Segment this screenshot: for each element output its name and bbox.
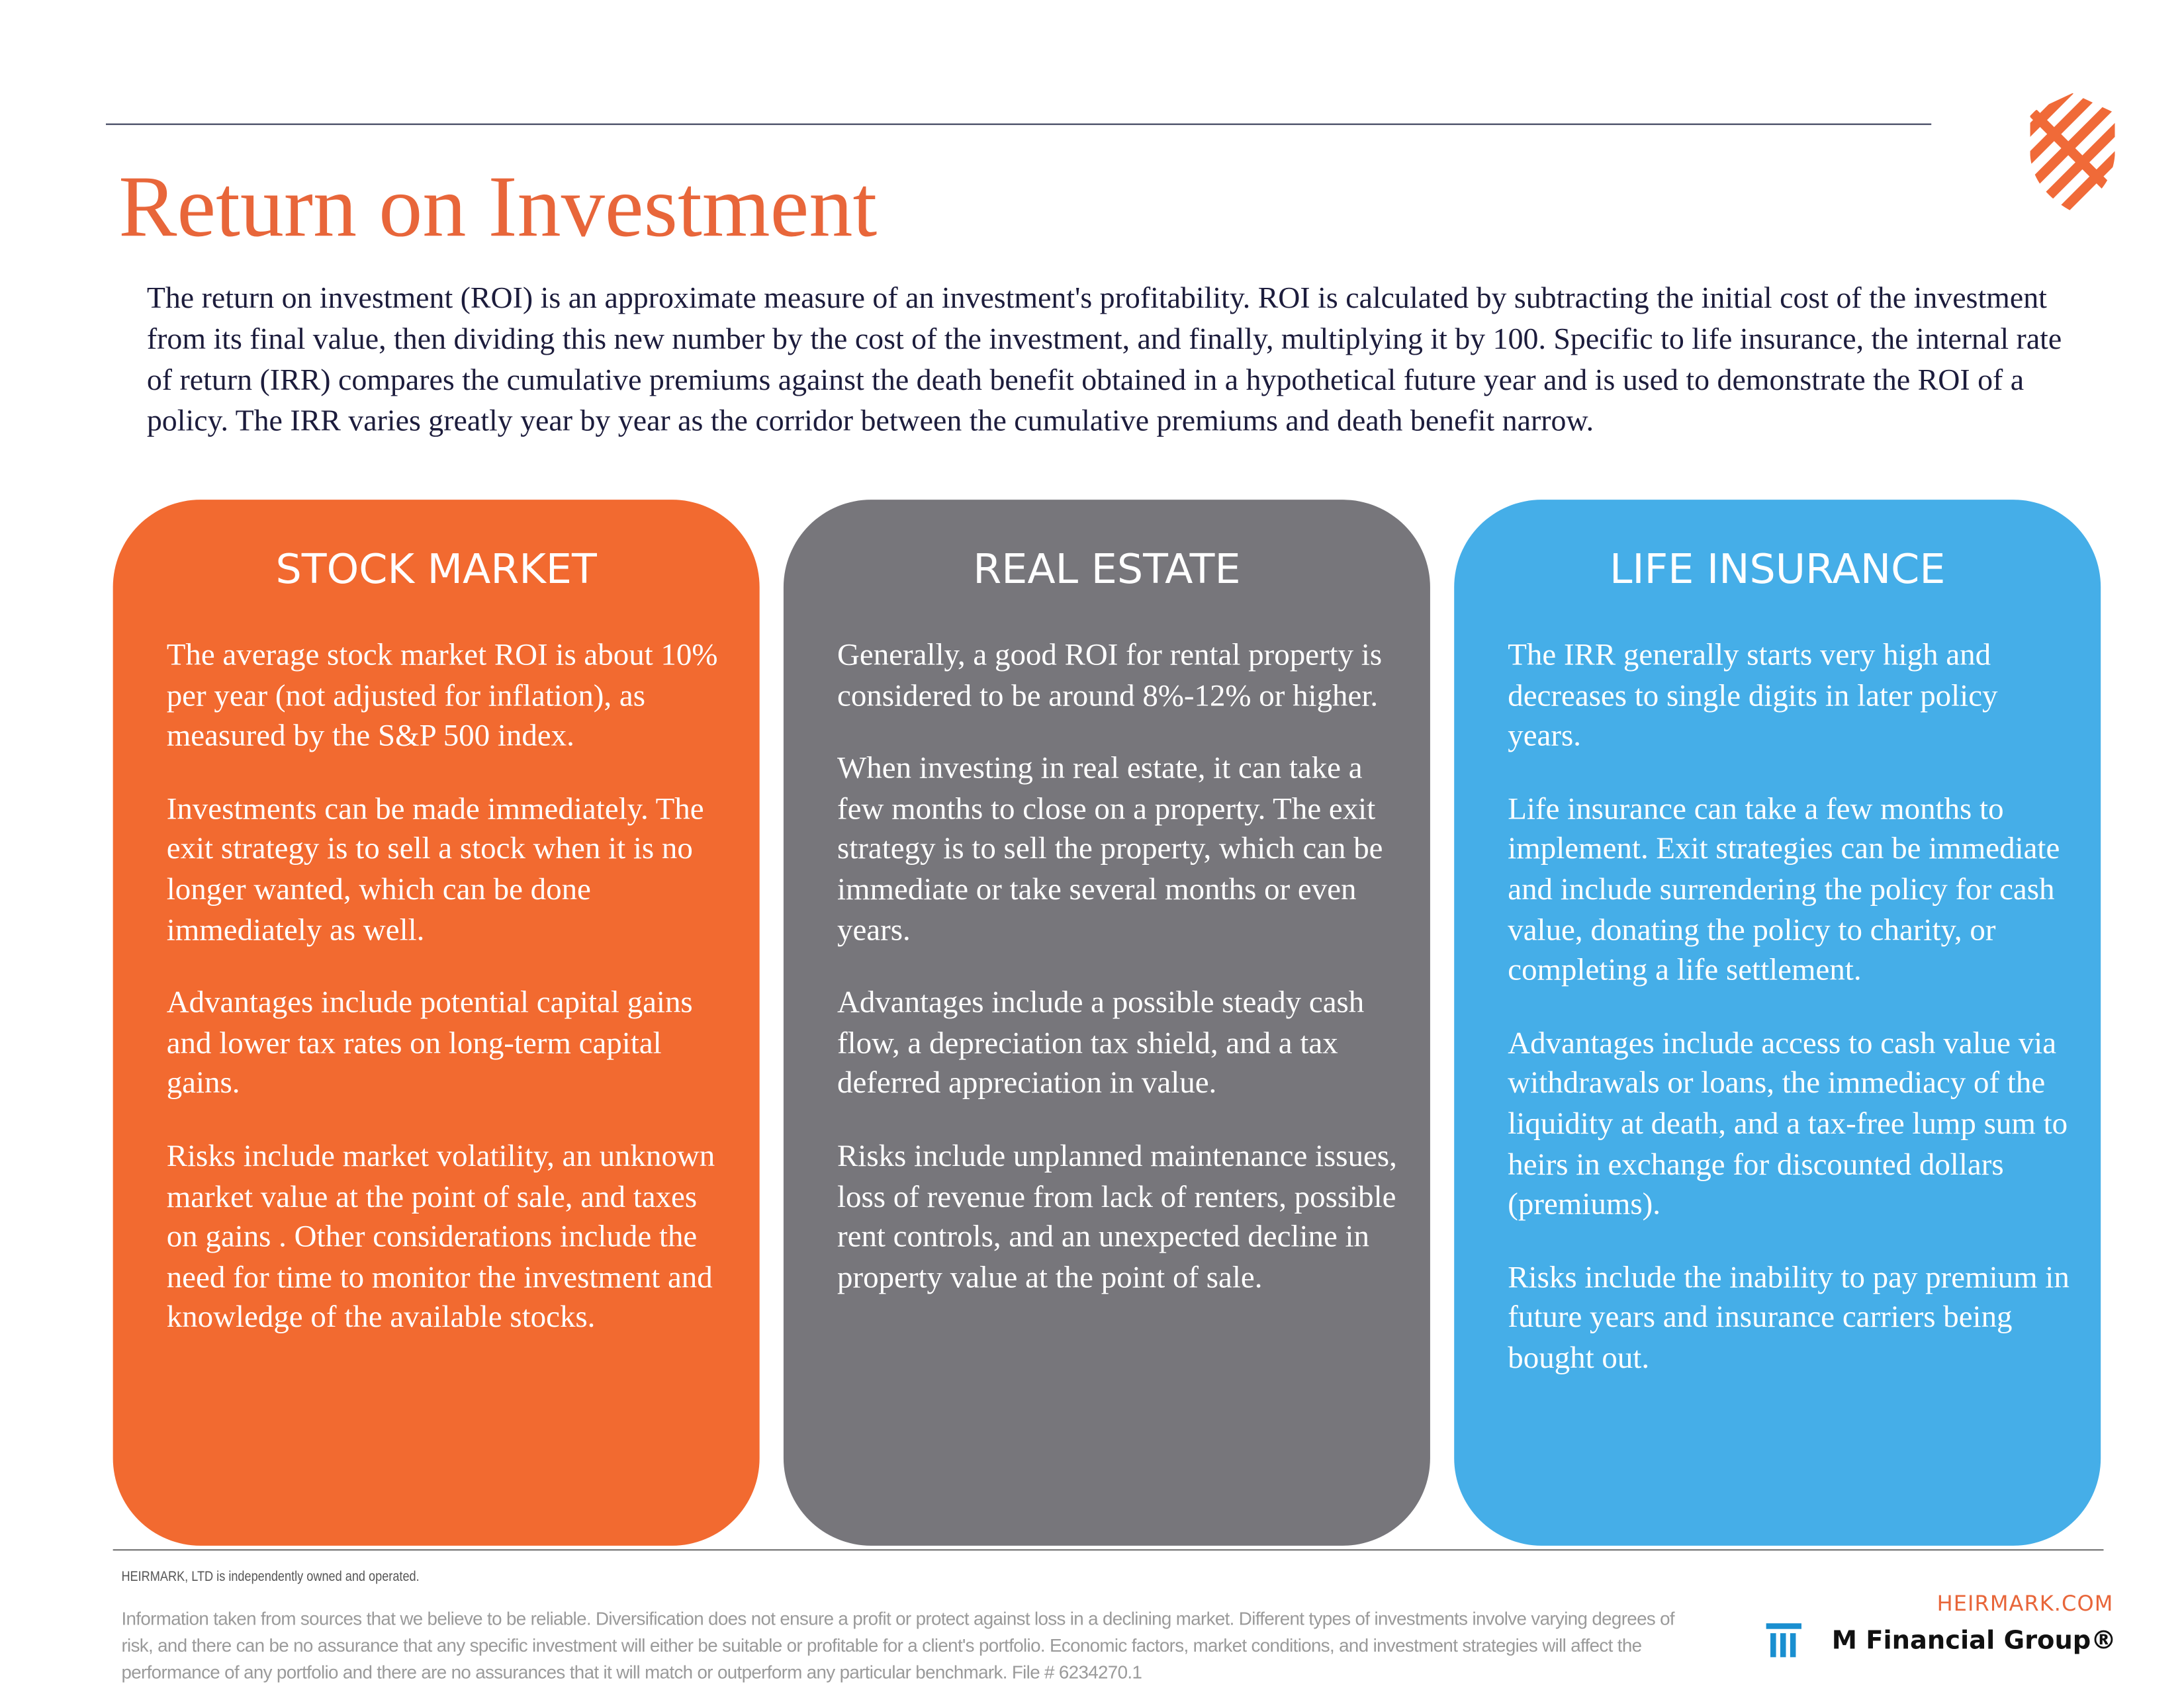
column-paragraph: Risks include the inability to pay premi… — [1508, 1259, 2070, 1375]
column-card: LIFE INSURANCE The IRR generally starts v… — [1454, 500, 2101, 1546]
column-paragraph: Advantages include a possible steady cas… — [837, 984, 1365, 1100]
column-title: LIFE INSURANCE — [1609, 545, 1946, 593]
partner-name: M Financial Group® — [1831, 1626, 2116, 1656]
column-paragraph: Advantages include potential capital gai… — [166, 984, 693, 1100]
title: Return on Investment — [118, 159, 878, 256]
column-body: Generally, a good ROI for rental propert… — [837, 635, 1402, 1330]
heirmark-logo — [2030, 93, 2115, 212]
column-paragraph: Risks include unplanned maintenance issu… — [837, 1137, 1397, 1294]
column-paragraph: The average stock market ROI is about 10… — [166, 637, 718, 753]
intro-text: The return on investment (ROI) is an app… — [146, 281, 2062, 438]
column-paragraph: The IRR generally starts very high and d… — [1508, 637, 1998, 753]
column-paragraph: Risks include market volatility, an unkn… — [166, 1137, 715, 1335]
website: HEIRMARK.COM — [1936, 1591, 2114, 1617]
column-body: The average stock market ROI is about 10… — [167, 635, 731, 1370]
column-card: STOCK MARKET The average stock market ROI… — [113, 500, 760, 1546]
column-paragraph: Investments can be made immediately. The… — [166, 790, 704, 947]
column-paragraph: When investing in real estate, it can ta… — [837, 750, 1383, 947]
column-paragraph: Life insurance can take a few months to … — [1508, 790, 2060, 987]
disclaimer: Information taken from sources that we b… — [121, 1607, 1675, 1683]
column-card: REAL ESTATE Generally, a good ROI for ren… — [783, 500, 1430, 1546]
m-financial-logo — [1766, 1623, 1801, 1658]
column-paragraph: Generally, a good ROI for rental propert… — [837, 637, 1383, 713]
column-title: STOCK MARKET — [275, 545, 597, 593]
column-title: REAL ESTATE — [973, 545, 1241, 593]
ownership-note: HEIRMARK, LTD is independently owned and… — [121, 1570, 420, 1585]
column-body: The IRR generally starts very high and d… — [1508, 635, 2072, 1411]
column-paragraph: Advantages include access to cash value … — [1508, 1024, 2068, 1222]
